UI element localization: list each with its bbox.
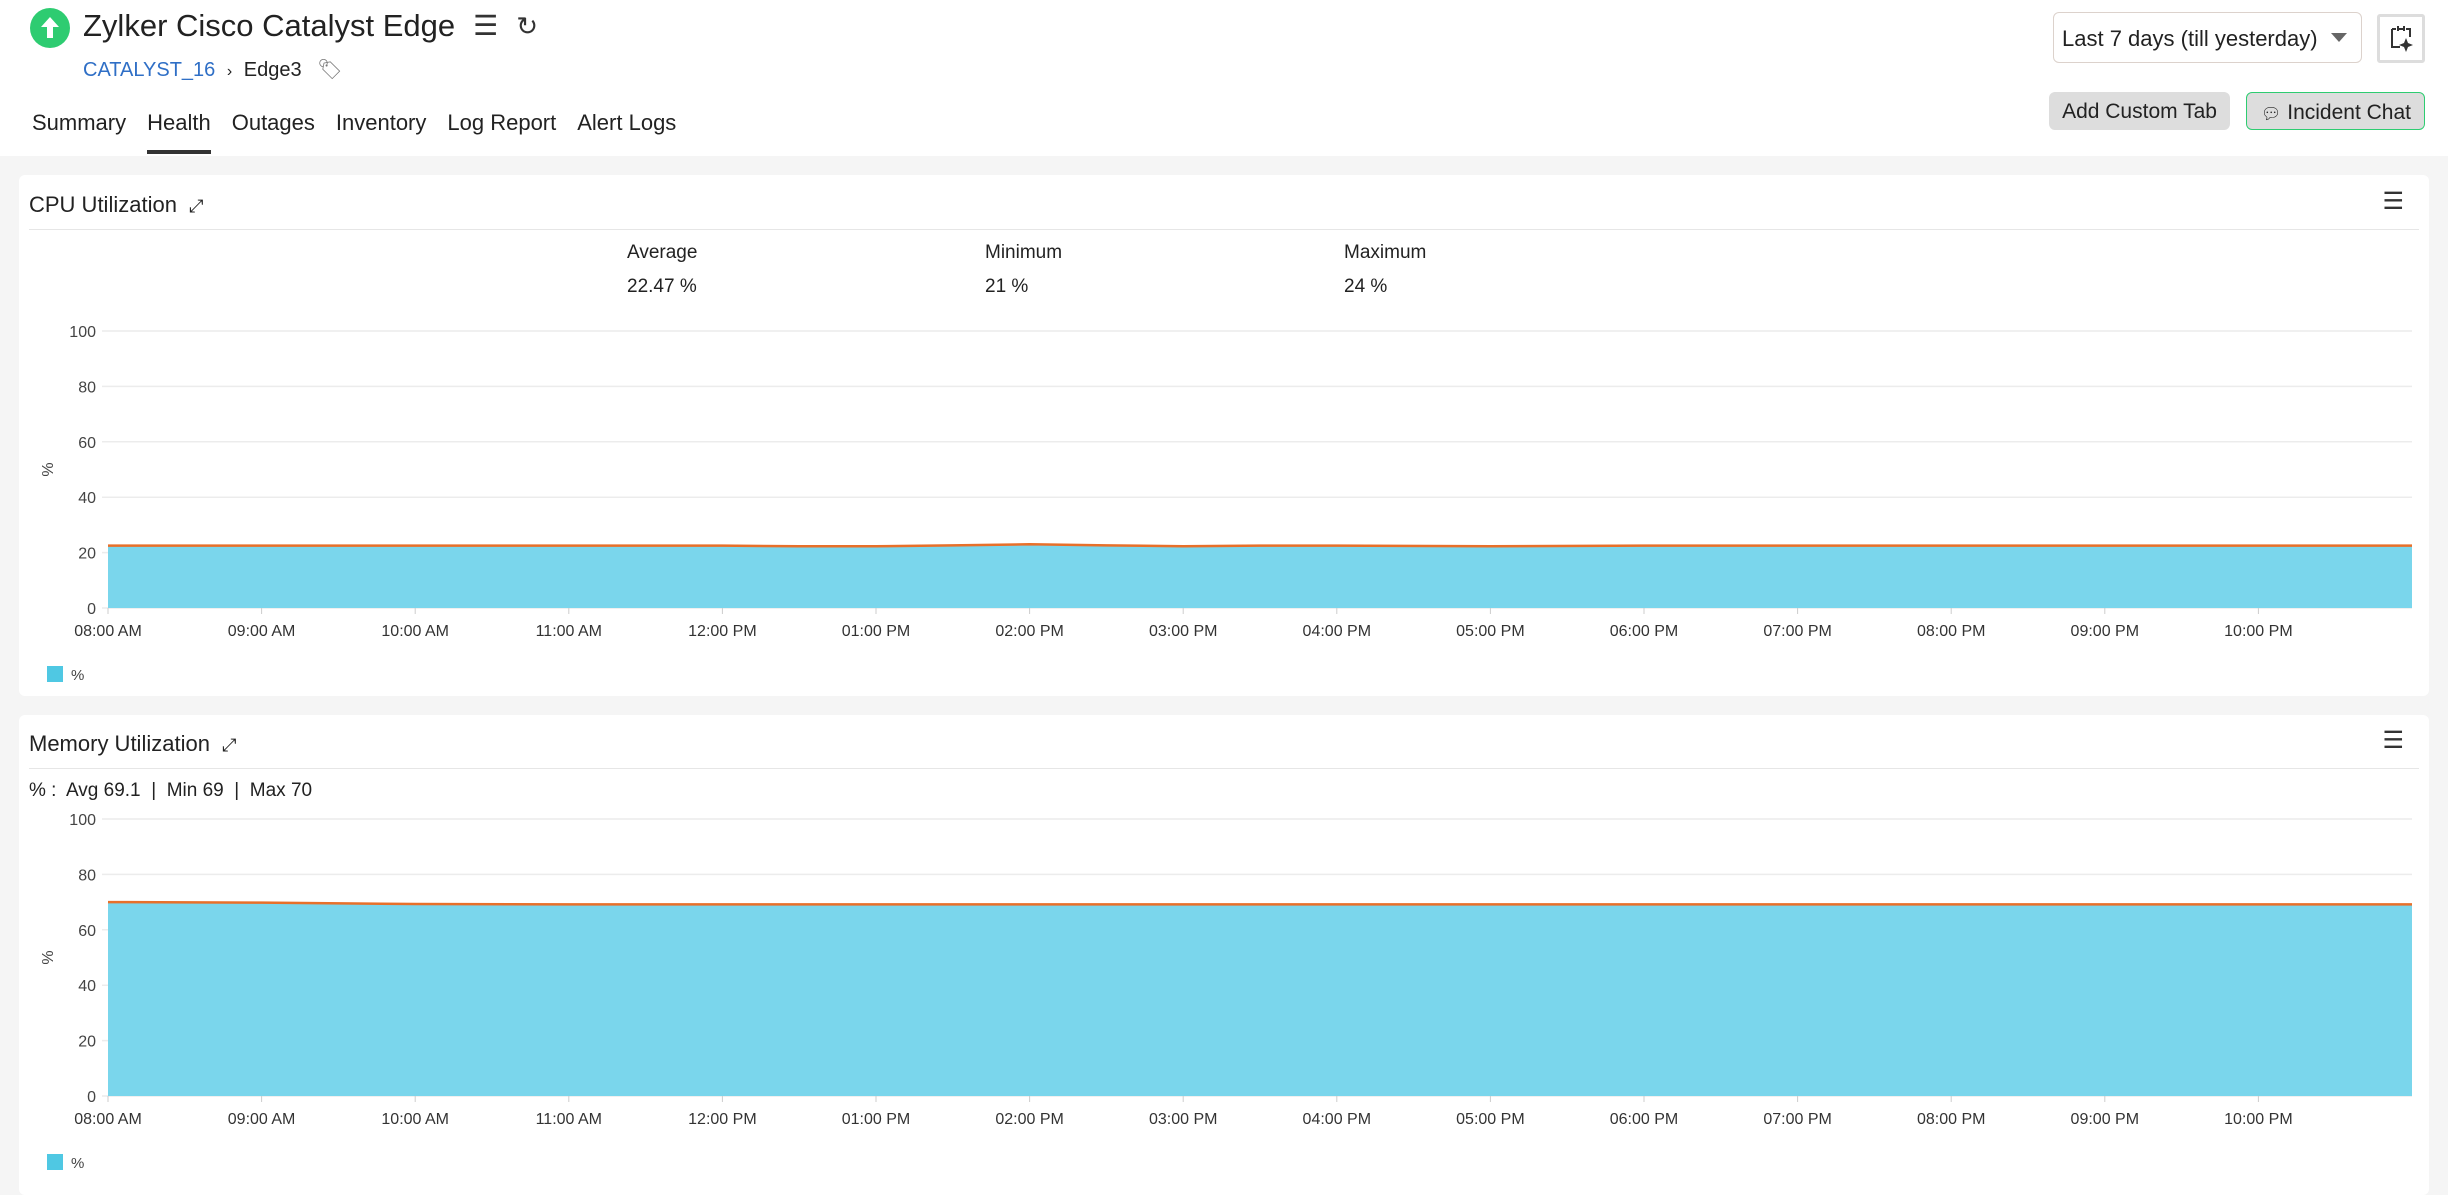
divider bbox=[29, 229, 2419, 230]
card-menu-icon[interactable]: ☰ bbox=[2382, 188, 2404, 215]
tab-summary[interactable]: Summary bbox=[32, 110, 127, 135]
x-tick-label: 05:00 PM bbox=[1456, 623, 1524, 640]
x-tick-label: 06:00 PM bbox=[1610, 623, 1678, 640]
x-tick-label: 09:00 PM bbox=[2071, 623, 2139, 640]
cpu-chart: 0 20 40 60 80 100% 08:00 AM 09:00 AM 10:00 AM 11:… bbox=[40, 324, 2412, 684]
header-actions: Add Custom Tab 💬︎ Incident Chat bbox=[2049, 92, 2425, 130]
y-tick-label: 40 bbox=[78, 978, 96, 995]
memory-summary: % : Avg 69.1 | Min 69 | Max 70 bbox=[29, 780, 313, 801]
x-tick-label: 11:00 AM bbox=[536, 1111, 602, 1128]
x-tick-label: 09:00 AM bbox=[228, 1111, 296, 1128]
stat-average: Average 22.47 % bbox=[627, 242, 698, 297]
y-tick-label: 20 bbox=[78, 546, 96, 563]
x-tick-label: 03:00 PM bbox=[1149, 1111, 1217, 1128]
series-line bbox=[108, 543, 2412, 548]
breadcrumb-parent-link[interactable]: CATALYST_16 bbox=[83, 59, 216, 81]
x-tick-label: 08:00 PM bbox=[1917, 623, 1985, 640]
memory-utilization-card: Memory Utilization ⤢ ☰ % : Avg 69.1 | Mi… bbox=[19, 715, 2429, 1195]
status-up-icon bbox=[30, 8, 70, 48]
tab-health[interactable]: Health bbox=[147, 110, 211, 154]
area-fill bbox=[108, 902, 2412, 1096]
tab-alert-logs[interactable]: Alert Logs bbox=[577, 110, 677, 135]
tab-log-report[interactable]: Log Report bbox=[447, 110, 557, 135]
memory-chart: 0 20 40 60 80 100% 08:00 AM 09:00 AM 10:00 AM 11:… bbox=[40, 812, 2412, 1172]
chat-icon: 💬︎ bbox=[2260, 106, 2282, 123]
x-tick-label: 02:00 PM bbox=[995, 623, 1063, 640]
stat-maximum: Maximum 24 % bbox=[1344, 242, 1427, 297]
y-axis-label: % bbox=[40, 462, 57, 476]
x-tick-label: 10:00 PM bbox=[2224, 1111, 2292, 1128]
x-tick-label: 12:00 PM bbox=[688, 623, 756, 640]
time-range-select[interactable]: Last 7 days (till yesterday) bbox=[2053, 12, 2362, 63]
page-header: Zylker Cisco Catalyst Edge ☰ ↻ CATALYST_… bbox=[0, 0, 2448, 156]
y-tick-label: 80 bbox=[78, 867, 96, 884]
y-tick-label: 40 bbox=[78, 490, 96, 507]
divider bbox=[29, 768, 2419, 769]
y-tick-label: 20 bbox=[78, 1034, 96, 1051]
add-custom-tab-button[interactable]: Add Custom Tab bbox=[2049, 92, 2230, 130]
legend-swatch bbox=[47, 1154, 63, 1170]
caret-down-icon bbox=[2331, 33, 2347, 42]
series-line bbox=[107, 900, 2412, 906]
tab-bar: Summary Health Outages Inventory Log Rep… bbox=[32, 110, 676, 154]
card-menu-icon[interactable]: ☰ bbox=[2382, 727, 2404, 754]
incident-chat-button[interactable]: 💬︎ Incident Chat bbox=[2245, 92, 2425, 130]
x-tick-label: 01:00 PM bbox=[842, 1111, 910, 1128]
x-tick-label: 10:00 PM bbox=[2224, 623, 2292, 640]
calendar-sparkle-button[interactable] bbox=[2377, 14, 2425, 63]
page-title: Zylker Cisco Catalyst Edge bbox=[83, 8, 456, 43]
x-tick-label: 09:00 PM bbox=[2071, 1111, 2139, 1128]
x-tick-label: 09:00 AM bbox=[228, 623, 296, 640]
calendar-sparkle-icon bbox=[2391, 26, 2413, 52]
legend-label: % bbox=[71, 1155, 84, 1172]
y-axis-label: % bbox=[40, 950, 57, 964]
y-tick-label: 80 bbox=[78, 379, 96, 396]
refresh-icon[interactable]: ↻ bbox=[516, 11, 539, 41]
x-tick-label: 01:00 PM bbox=[842, 623, 910, 640]
x-tick-label: 08:00 AM bbox=[74, 623, 142, 640]
y-tick-label: 0 bbox=[87, 601, 96, 618]
x-tick-label: 03:00 PM bbox=[1149, 623, 1217, 640]
x-tick-label: 08:00 AM bbox=[74, 1111, 142, 1128]
tab-outages[interactable]: Outages bbox=[231, 110, 315, 135]
x-tick-label: 08:00 PM bbox=[1917, 1111, 1985, 1128]
stat-minimum: Minimum 21 % bbox=[985, 242, 1063, 297]
hamburger-menu-icon[interactable]: ☰ bbox=[473, 10, 499, 41]
title-row: Zylker Cisco Catalyst Edge ☰ ↻ bbox=[83, 8, 538, 44]
x-tick-label: 04:00 PM bbox=[1303, 1111, 1371, 1128]
x-tick-label: 05:00 PM bbox=[1456, 1111, 1524, 1128]
x-tick-label: 06:00 PM bbox=[1610, 1111, 1678, 1128]
x-tick-label: 12:00 PM bbox=[688, 1111, 756, 1128]
chart-trend-icon[interactable]: ⤢ bbox=[222, 735, 237, 755]
y-tick-label: 100 bbox=[69, 324, 96, 341]
x-tick-label: 04:00 PM bbox=[1303, 623, 1371, 640]
time-range-value: Last 7 days (till yesterday) bbox=[2062, 26, 2318, 51]
chevron-right-icon: › bbox=[226, 63, 233, 80]
x-tick-label: 07:00 PM bbox=[1763, 623, 1831, 640]
tag-icon[interactable]: 🏷︎ bbox=[317, 59, 343, 81]
tab-inventory[interactable]: Inventory bbox=[335, 110, 427, 135]
cpu-utilization-card: CPU Utilization ⤢ ☰ Average 22.47 % Minim… bbox=[19, 175, 2429, 696]
card-title: Memory Utilization ⤢ bbox=[29, 731, 237, 756]
x-tick-label: 11:00 AM bbox=[536, 623, 602, 640]
y-tick-label: 100 bbox=[69, 812, 96, 829]
breadcrumb-current: Edge3 bbox=[243, 59, 302, 81]
legend-swatch bbox=[47, 666, 63, 682]
x-tick-label: 10:00 AM bbox=[381, 623, 449, 640]
card-title: CPU Utilization ⤢ bbox=[29, 192, 204, 217]
legend-label: % bbox=[71, 667, 84, 684]
x-tick-label: 10:00 AM bbox=[381, 1111, 449, 1128]
y-tick-label: 60 bbox=[78, 923, 96, 940]
chart-trend-icon[interactable]: ⤢ bbox=[189, 196, 204, 216]
y-tick-label: 60 bbox=[78, 435, 96, 452]
y-tick-label: 0 bbox=[87, 1089, 96, 1106]
breadcrumb: CATALYST_16 › Edge3 🏷︎ bbox=[83, 57, 343, 82]
x-tick-label: 02:00 PM bbox=[995, 1111, 1063, 1128]
area-fill bbox=[108, 544, 2412, 608]
x-tick-label: 07:00 PM bbox=[1763, 1111, 1831, 1128]
incident-chat-label: Incident Chat bbox=[2287, 101, 2411, 124]
